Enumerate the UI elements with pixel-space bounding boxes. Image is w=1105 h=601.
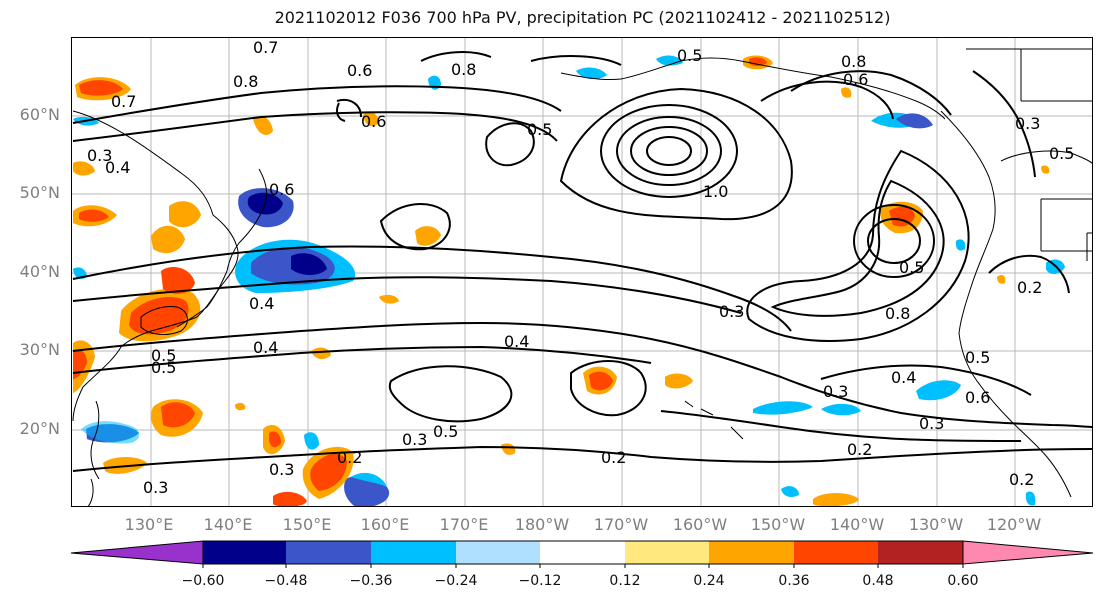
contour-label: 0.3: [1015, 114, 1040, 133]
contour-label: 0.5: [151, 358, 176, 377]
colorbar-bin: [878, 541, 963, 564]
colorbar-tick-label: −0.60: [181, 573, 225, 589]
contour-label: 0.6: [347, 61, 372, 80]
contour-label: 0.3: [919, 414, 944, 433]
colorbar: [70, 540, 1094, 568]
colorbar-tick-label: 0.36: [778, 573, 810, 589]
contour-label: 0.4: [105, 158, 130, 177]
lon-label-170w: 170°W: [593, 515, 649, 534]
contour-label: 0.3: [402, 430, 427, 449]
contour-label: 0.7: [253, 38, 278, 57]
contour-label: 0.4: [249, 294, 274, 313]
lat-label-60n: 60°N: [19, 105, 60, 124]
colorbar-bin: [286, 541, 371, 564]
colorbar-bin: [794, 541, 878, 564]
colorbar-tick-label: −0.48: [264, 573, 308, 589]
lat-label-30n: 30°N: [19, 340, 60, 359]
lon-label-130w: 130°W: [908, 515, 964, 534]
contour-label: 0.4: [891, 368, 916, 387]
contour-label: 0.6: [269, 180, 294, 199]
map-panel: 0.7 0.6 0.8 0.8 0.5 0.5 1.0 0.7 0.6 0.4 …: [71, 37, 1093, 507]
contour-label: 0.5: [899, 258, 924, 277]
colorbar-extend-low: [70, 540, 204, 565]
pv-contour-labels: 0.7 0.6 0.8 0.8 0.5 0.5 1.0 0.7 0.6 0.4 …: [87, 38, 1074, 497]
lon-label-150e: 150°E: [282, 515, 332, 534]
contour-label: 0.8: [885, 304, 910, 323]
contour-label: 1.0: [703, 182, 728, 201]
lon-label-160w: 160°W: [672, 515, 728, 534]
colorbar-tick-label: 0.48: [862, 573, 894, 589]
contour-label: 0.5: [677, 46, 702, 65]
lon-label-140e: 140°E: [203, 515, 253, 534]
colorbar-bin: [456, 541, 540, 564]
contour-label: 0.5: [527, 120, 552, 139]
lon-label-150w: 150°W: [750, 515, 806, 534]
contour-label: 0.6: [965, 388, 990, 407]
contour-label: 0.2: [1017, 278, 1042, 297]
lon-label-160e: 160°E: [360, 515, 410, 534]
contour-label: 0.3: [269, 460, 294, 479]
contour-label: 0.2: [337, 448, 362, 467]
contour-label: 0.6: [361, 112, 386, 131]
graticule: [72, 38, 1092, 506]
contour-label: 0.2: [1009, 470, 1034, 489]
contour-label: 0.4: [253, 338, 278, 357]
colorbar-bin: [540, 541, 625, 564]
colorbar-bin: [371, 541, 456, 564]
lat-label-20n: 20°N: [19, 419, 60, 438]
figure-title: 2021102012 F036 700 hPa PV, precipitatio…: [274, 8, 891, 27]
colorbar-bin: [709, 541, 794, 564]
colorbar-tick-label: −0.12: [518, 573, 562, 589]
contour-label: 0.5: [965, 348, 990, 367]
lat-label-50n: 50°N: [19, 183, 60, 202]
contour-label: 0.5: [151, 346, 176, 365]
colorbar-tick-label: 0.60: [947, 573, 979, 589]
colorbar-bin: [203, 541, 286, 564]
contour-label: 0.3: [823, 382, 848, 401]
precip-negative-shading: [73, 55, 1065, 506]
contour-label: 0.4: [504, 332, 529, 351]
contour-label: 0.6: [843, 70, 868, 89]
contour-label: 0.8: [841, 52, 866, 71]
contour-label: 0.3: [719, 302, 744, 321]
contour-label: 0.2: [601, 448, 626, 467]
contour-label: 0.5: [433, 422, 458, 441]
pv-contours: [72, 51, 1092, 472]
colorbar-extend-high: [962, 540, 1094, 565]
lon-label-170e: 170°E: [439, 515, 489, 534]
contour-label: 0.2: [847, 440, 872, 459]
contour-label: 0.5: [1049, 144, 1074, 163]
lon-label-140w: 140°W: [829, 515, 885, 534]
contour-label: 0.3: [87, 146, 112, 165]
coastlines: [72, 48, 1092, 506]
colorbar-tick-label: 0.24: [693, 573, 725, 589]
lon-label-130e: 130°E: [124, 515, 174, 534]
lon-label-120w: 120°W: [986, 515, 1042, 534]
contour-label: 0.3: [143, 478, 168, 497]
contour-label: 0.7: [111, 92, 136, 111]
colorbar-tick-label: −0.36: [349, 573, 393, 589]
lon-label-180w: 180°W: [514, 515, 570, 534]
colorbar-tick-label: 0.12: [609, 573, 641, 589]
lat-label-40n: 40°N: [19, 262, 60, 281]
colorbar-tick-label: −0.24: [434, 573, 478, 589]
contour-label: 0.8: [233, 72, 258, 91]
contour-label: 0.8: [451, 60, 476, 79]
colorbar-bin: [625, 541, 709, 564]
